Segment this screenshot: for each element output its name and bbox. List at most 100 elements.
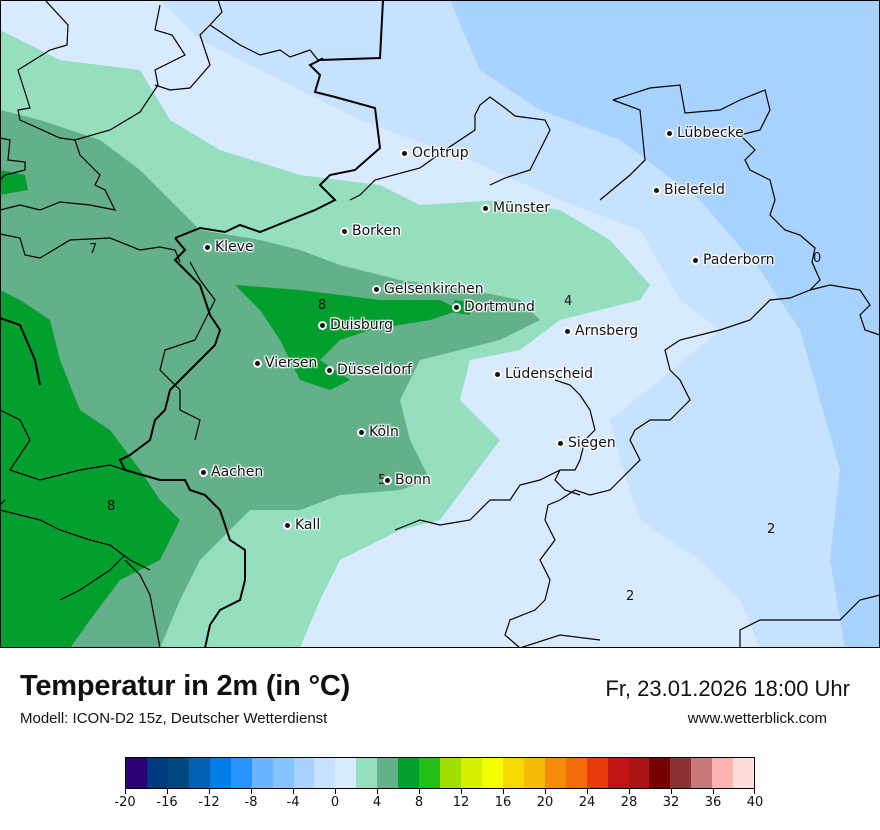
tick-mark — [251, 789, 252, 794]
color-legend-segment — [565, 758, 587, 788]
contour-value-label: 8 — [318, 298, 327, 313]
city-name: Lüdenscheid — [505, 366, 594, 382]
tick-label: 8 — [414, 795, 424, 810]
city-label: Lüdenscheid — [495, 366, 593, 382]
model-source: Modell: ICON-D2 15z, Deutscher Wetterdie… — [20, 710, 328, 727]
city-marker-icon — [359, 429, 364, 435]
tick-mark — [545, 789, 546, 794]
tick-mark — [754, 789, 755, 794]
color-legend-segment — [419, 758, 441, 788]
city-label: Ochtrup — [402, 145, 469, 161]
color-legend-segment — [272, 758, 294, 788]
tick-label: 36 — [704, 795, 722, 810]
city-name: Ochtrup — [412, 145, 469, 161]
color-legend-bar — [125, 757, 755, 789]
color-legend-segment — [502, 758, 524, 788]
color-legend-segment — [146, 758, 168, 788]
temperature-field — [0, 0, 880, 648]
contour-value-label: 5 — [378, 473, 387, 488]
city-marker-icon — [565, 328, 570, 334]
city-label: Lübbecke — [667, 125, 744, 141]
tick-label: 40 — [746, 795, 764, 810]
city-label: Kall — [285, 517, 320, 533]
city-name: Gelsenkirchen — [384, 281, 484, 297]
city-marker-icon — [483, 205, 488, 211]
color-legend-segment — [209, 758, 231, 788]
city-label: Münster — [483, 200, 550, 216]
tick-label: 12 — [452, 795, 470, 810]
color-legend-segment — [251, 758, 273, 788]
contour-value-label: 7 — [89, 242, 98, 257]
city-label: Aachen — [201, 464, 263, 480]
tick-mark — [629, 789, 630, 794]
color-legend-segment — [544, 758, 566, 788]
tick-label: 32 — [662, 795, 680, 810]
city-marker-icon — [285, 522, 290, 528]
city-label: Köln — [359, 424, 399, 440]
city-label: Duisburg — [320, 317, 393, 333]
tick-mark — [377, 789, 378, 794]
city-marker-icon — [201, 469, 206, 475]
tick-mark — [419, 789, 420, 794]
city-name: Bonn — [395, 472, 431, 488]
tick-mark — [125, 789, 126, 794]
tick-mark — [293, 789, 294, 794]
city-marker-icon — [495, 371, 500, 377]
city-name: Siegen — [568, 435, 616, 451]
contour-value-label: 2 — [626, 589, 635, 604]
tick-label: -8 — [244, 795, 258, 810]
color-legend-segment — [649, 758, 671, 788]
temperature-map: 7 8 4 0 8 5 2 2 Ochtrup Lübbecke Bielefeld Münster… — [0, 0, 880, 648]
color-legend-segment — [126, 758, 147, 788]
color-legend-segment — [733, 758, 755, 788]
tick-mark — [461, 789, 462, 794]
city-marker-icon — [255, 360, 260, 366]
city-name: Münster — [493, 200, 550, 216]
color-legend-segment — [440, 758, 461, 788]
tick-label: -20 — [114, 795, 136, 810]
color-legend-segment — [293, 758, 315, 788]
city-label: Dortmund — [454, 299, 535, 315]
city-label: Viersen — [255, 355, 317, 371]
color-legend-segment — [335, 758, 357, 788]
city-name: Arnsberg — [575, 323, 639, 339]
tick-mark — [671, 789, 672, 794]
forecast-datetime: Fr, 23.01.2026 18:00 Uhr — [605, 676, 850, 701]
website-link: www.wetterblick.com — [687, 710, 827, 727]
tick-mark — [167, 789, 168, 794]
color-legend-segment — [670, 758, 692, 788]
tick-label: 16 — [494, 795, 512, 810]
tick-label: 24 — [578, 795, 596, 810]
city-marker-icon — [693, 257, 698, 263]
tick-label: -12 — [198, 795, 220, 810]
city-label: Paderborn — [693, 252, 774, 268]
contour-value-label: 8 — [107, 499, 116, 514]
city-label: Kleve — [205, 239, 254, 255]
tick-label: -4 — [286, 795, 300, 810]
color-legend-segment — [314, 758, 336, 788]
city-marker-icon — [558, 440, 563, 446]
color-legend-segment — [607, 758, 629, 788]
city-label: Bonn — [385, 472, 431, 488]
city-marker-icon — [385, 477, 390, 483]
contour-value-label: 4 — [564, 294, 573, 309]
color-legend-segment — [356, 758, 378, 788]
tick-label: -16 — [156, 795, 178, 810]
color-legend-segment — [398, 758, 420, 788]
city-name: Duisburg — [330, 317, 393, 333]
color-legend-segment — [628, 758, 650, 788]
city-marker-icon — [320, 322, 325, 328]
city-marker-icon — [327, 367, 332, 373]
city-name: Bielefeld — [664, 182, 725, 198]
city-name: Kall — [295, 517, 321, 533]
color-legend-segment — [586, 758, 608, 788]
color-legend-segment — [691, 758, 713, 788]
city-name: Lübbecke — [677, 125, 744, 141]
city-name: Dortmund — [464, 299, 535, 315]
color-legend-segment — [167, 758, 189, 788]
color-legend-segment — [188, 758, 210, 788]
city-marker-icon — [374, 286, 379, 292]
city-name: Borken — [352, 223, 402, 239]
city-name: Köln — [369, 424, 399, 440]
city-name: Düsseldorf — [337, 362, 412, 378]
